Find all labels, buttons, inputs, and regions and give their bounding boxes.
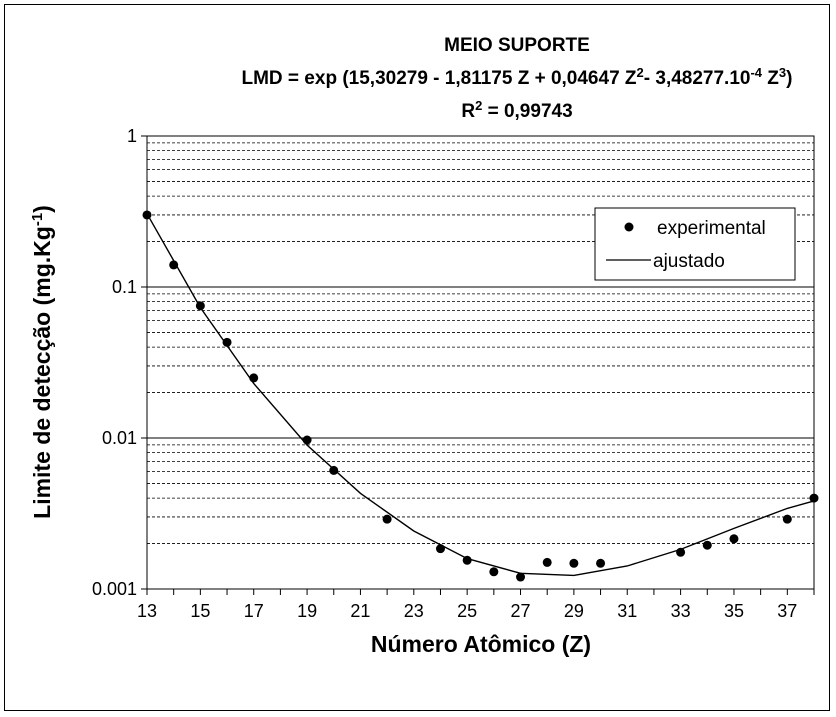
data-point-experimental: [809, 493, 819, 503]
r2-base: R: [461, 101, 475, 122]
x-tick-label: 29: [564, 601, 584, 621]
legend-label-experimental: experimental: [657, 218, 766, 239]
r2-sup: 2: [475, 98, 482, 113]
data-point-experimental: [142, 210, 152, 220]
series-layer: [142, 210, 819, 582]
data-point-experimental: [169, 260, 179, 270]
x-tick-label: 37: [777, 601, 797, 621]
equation-sup-1: 2: [637, 65, 644, 80]
y-axis-title-sup: -1: [29, 213, 46, 226]
data-point-experimental: [195, 301, 205, 311]
chart-r-squared: R2 = 0,99743: [461, 98, 572, 123]
data-point-experimental: [382, 514, 392, 524]
y-axis-title-tail: ): [29, 205, 55, 213]
grid-lines: [147, 135, 814, 590]
chart-svg: MEIO SUPORTE LMD = exp (15,30279 - 1,811…: [29, 35, 819, 657]
legend-marker-experimental: [624, 222, 634, 232]
x-axis-ticks: 13 15 17 19 21 23 25 27 29 31 33 35 37: [137, 589, 815, 621]
y-tick-label: 1: [127, 126, 137, 146]
x-tick-label: 13: [137, 601, 157, 621]
x-tick-label: 31: [617, 601, 637, 621]
data-point-experimental: [462, 555, 472, 565]
r2-rest: = 0,99743: [482, 101, 572, 122]
x-tick-label: 23: [404, 601, 424, 621]
data-point-experimental: [302, 435, 312, 445]
chart-frame: MEIO SUPORTE LMD = exp (15,30279 - 1,811…: [4, 4, 830, 711]
data-point-experimental: [329, 465, 339, 475]
equation-tail: ): [786, 68, 792, 89]
y-axis-ticks: 1 0.1 0.01 0.001: [92, 126, 147, 599]
data-point-experimental: [702, 540, 712, 550]
fitted-curve-ajustado: [146, 213, 815, 577]
legend-box: [594, 207, 796, 281]
x-tick-label: 35: [724, 601, 744, 621]
x-tick-label: 17: [244, 601, 264, 621]
data-point-experimental: [569, 558, 579, 568]
legend-label-ajustado: ajustado: [653, 251, 725, 272]
x-tick-label: 27: [511, 601, 531, 621]
x-tick-label: 25: [457, 601, 477, 621]
data-point-experimental: [596, 558, 606, 568]
data-point-experimental: [676, 547, 686, 557]
x-tick-label: 33: [671, 601, 691, 621]
equation-sup-3: 3: [779, 65, 786, 80]
equation-sup-2: -4: [750, 65, 762, 80]
equation-mid-2: Z: [762, 68, 779, 89]
data-point-experimental: [222, 337, 232, 347]
x-tick-label: 15: [190, 601, 210, 621]
data-point-experimental: [489, 567, 499, 577]
y-axis-title: Limite de detecção (mg.Kg-1): [29, 205, 56, 519]
y-axis-title-base: Limite de detecção (mg.Kg: [29, 226, 55, 519]
data-point-experimental: [249, 373, 259, 383]
equation-lead: LMD = exp (15,30279 - 1,81175 Z + 0,0464…: [242, 68, 637, 89]
y-tick-label: 0.01: [102, 428, 137, 448]
x-tick-label: 19: [297, 601, 317, 621]
y-tick-label: 0.1: [112, 277, 137, 297]
plot-area-border: [146, 135, 815, 590]
legend: experimental ajustado: [594, 207, 796, 281]
data-point-experimental: [782, 514, 792, 524]
data-point-experimental: [516, 572, 526, 582]
data-point-experimental: [435, 544, 445, 554]
x-tick-label: 21: [350, 601, 370, 621]
data-point-experimental: [729, 534, 739, 544]
chart-equation: LMD = exp (15,30279 - 1,81175 Z + 0,0464…: [242, 65, 793, 90]
equation-mid: - 3,48277.10: [644, 68, 751, 89]
x-axis-title: Número Atômico (Z): [371, 631, 591, 657]
y-tick-label: 0.001: [92, 579, 137, 599]
chart-title: MEIO SUPORTE: [444, 35, 590, 56]
data-point-experimental: [542, 557, 552, 567]
